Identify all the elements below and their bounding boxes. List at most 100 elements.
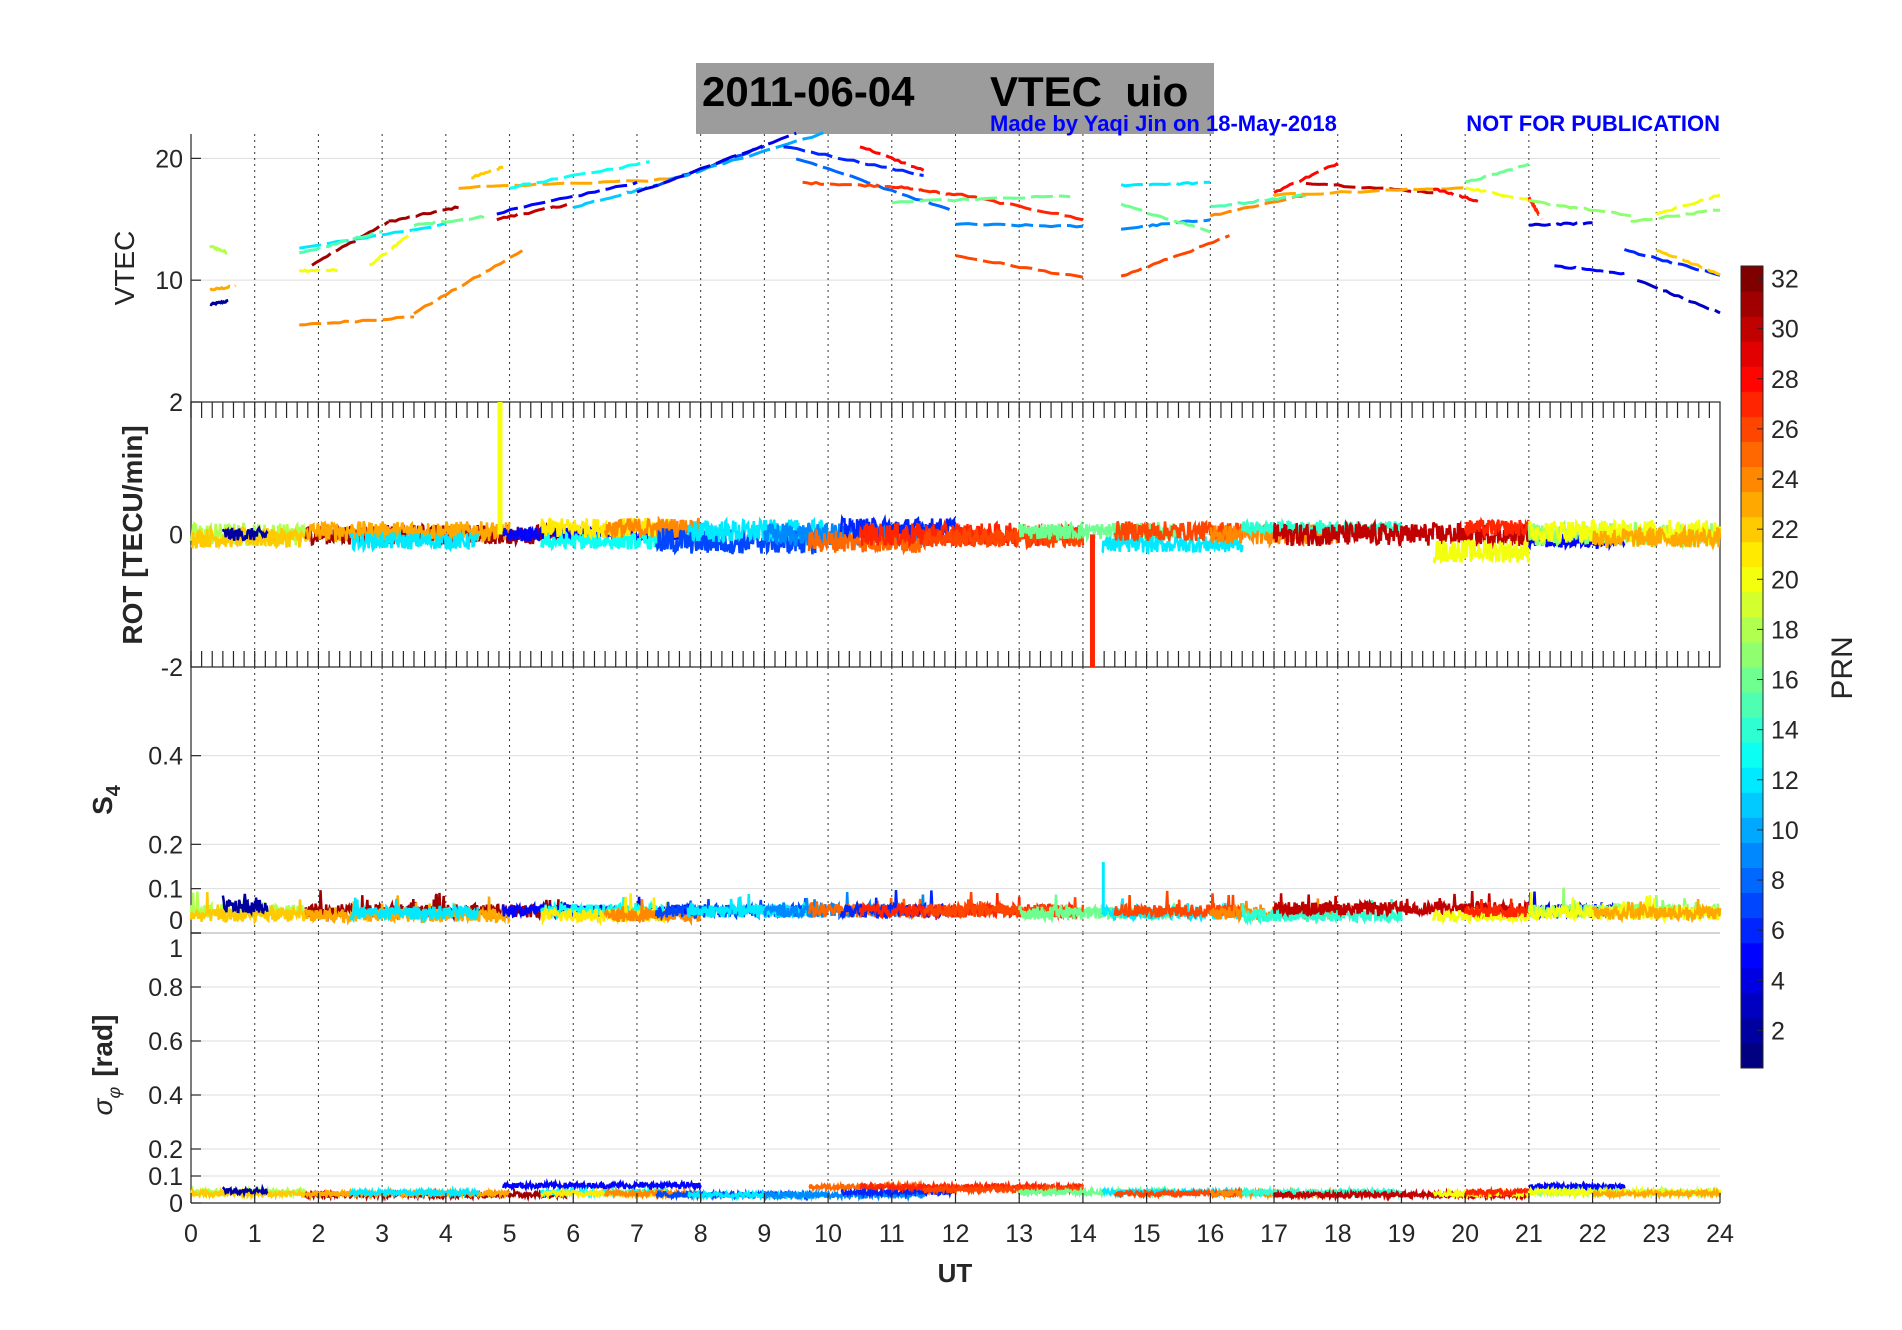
colorbar-swatch-prn-16 xyxy=(1741,667,1763,693)
vtec-line-prn-17 xyxy=(1528,198,1632,218)
colorbar-swatch-prn-4 xyxy=(1741,967,1763,994)
x-tick-label: 22 xyxy=(1579,1220,1607,1248)
vtec-line-prn-22 xyxy=(1656,249,1721,277)
sigma-line-prn-5 xyxy=(1528,1180,1626,1195)
colorbar-swatch-prn-2 xyxy=(1741,1017,1763,1044)
x-tick-label: 17 xyxy=(1260,1220,1288,1248)
x-tick-label: 20 xyxy=(1451,1220,1479,1248)
x-tick-label: 15 xyxy=(1133,1220,1161,1248)
colorbar-swatch-prn-19 xyxy=(1741,591,1763,618)
rot-line-prn-26 xyxy=(1113,519,1244,544)
colorbar-frame xyxy=(1740,265,1764,1069)
x-tick-label: 12 xyxy=(942,1220,970,1248)
y-tick-label: 20 xyxy=(155,145,183,173)
colorbar-tick-label: 4 xyxy=(1771,967,1785,995)
y-axis-label: VTEC xyxy=(109,231,140,306)
x-tick-label: 23 xyxy=(1642,1220,1670,1248)
x-tick-label: 11 xyxy=(879,1220,905,1248)
y-axis-label: ROT [TECU/min] xyxy=(117,425,148,644)
vtec-line-prn-5 xyxy=(1554,264,1625,276)
x-tick-label: 4 xyxy=(439,1220,453,1248)
colorbar-swatch-prn-13 xyxy=(1741,742,1763,768)
rot-line-prn-27 xyxy=(1463,516,1531,540)
vtec-line-prn-6 xyxy=(1623,248,1721,277)
sigma-axis-label: σφ [rad] xyxy=(87,1015,124,1116)
vtec-line-prn-28 xyxy=(1432,187,1479,203)
colorbar-swatch-prn-26 xyxy=(1741,416,1763,442)
colorbar-swatch-prn-23 xyxy=(1741,491,1763,518)
notice-text: NOT FOR PUBLICATION xyxy=(1466,111,1720,136)
y-tick-label: 0.6 xyxy=(148,1028,183,1056)
vtec-line-prn-17 xyxy=(1630,208,1721,223)
vtec-line-prn-9 xyxy=(1120,218,1211,231)
vtec-line-prn-16 xyxy=(891,194,1071,205)
colorbar-tick-label: 6 xyxy=(1771,917,1785,945)
title-box: 2011-06-04 VTEC uio xyxy=(696,63,1214,134)
vtec-line-prn-16 xyxy=(1120,202,1211,234)
colorbar-swatch-prn-24 xyxy=(1741,466,1763,493)
vtec-line-prn-26 xyxy=(1120,234,1230,278)
x-tick-label: 24 xyxy=(1706,1220,1734,1248)
colorbar-tick-label: 2 xyxy=(1771,1017,1785,1045)
vtec-line-prn-8 xyxy=(795,157,957,214)
x-tick-label: 6 xyxy=(566,1220,580,1248)
sigma-line-prn-22 xyxy=(189,1186,307,1201)
colorbar-label: PRN xyxy=(1826,636,1859,699)
colorbar-swatch-prn-22 xyxy=(1741,516,1763,543)
x-tick-label: 3 xyxy=(375,1220,389,1248)
y-tick-label: 0.1 xyxy=(148,1163,183,1191)
sigma-label-sub: φ xyxy=(104,1087,124,1099)
x-tick-label: 16 xyxy=(1196,1220,1224,1248)
x-tick-label: 19 xyxy=(1388,1220,1416,1248)
y-tick-label: 0 xyxy=(169,1190,183,1218)
vtec-line-prn-24 xyxy=(413,249,524,315)
panel-vtec: 10 20 xyxy=(155,134,1720,402)
panel-sigma: 00.10.2 0.4 0.6 0.8 1 xyxy=(148,932,1720,1218)
y-tick-label: 0.8 xyxy=(148,974,183,1002)
colorbar-swatch-prn-31 xyxy=(1741,291,1763,317)
s4-line-prn-30 xyxy=(1272,890,1531,920)
s4-line-prn-2 xyxy=(221,893,269,917)
vtec-line-prn-9 xyxy=(955,222,1084,229)
vtec-line-prn-22 xyxy=(470,165,504,180)
x-tick-label: 7 xyxy=(630,1220,644,1248)
rot-line-prn-12 xyxy=(349,528,479,554)
rot-series xyxy=(189,513,1722,565)
y-tick-label: 0.2 xyxy=(148,831,183,859)
sigma-series xyxy=(189,1177,1722,1203)
y-tick-label: 1 xyxy=(169,935,183,963)
x-tick-label: 8 xyxy=(694,1220,708,1248)
vtec-line-prn-28 xyxy=(859,145,925,172)
title-date: 2011-06-04 xyxy=(702,68,915,115)
credit-text: Made by Yaqi Jin on 18-May-2018 xyxy=(990,111,1337,136)
s4-line-prn-27 xyxy=(1463,898,1531,920)
vtec-line-prn-20 xyxy=(369,230,415,267)
sigma-line-prn-5 xyxy=(501,1177,702,1193)
rot-line-prn-30 xyxy=(1272,518,1531,550)
sigma-label-main: σ xyxy=(87,1097,118,1115)
x-tick-label: 10 xyxy=(814,1220,842,1248)
colorbar-swatch-prn-6 xyxy=(1741,917,1763,944)
s4-line-prn-23 xyxy=(1591,899,1722,924)
vtec-line-prn-5 xyxy=(496,181,638,216)
x-tick-label: 0 xyxy=(184,1220,198,1248)
x-tick-label: 18 xyxy=(1324,1220,1352,1248)
x-axis-label: UT xyxy=(938,1258,973,1288)
vtec-line-prn-15 xyxy=(1210,193,1307,208)
x-tick-label: 2 xyxy=(311,1220,325,1248)
colorbar-swatch-prn-17 xyxy=(1741,641,1763,668)
y-tick-label: 2 xyxy=(169,389,183,417)
vtec-line-prn-26 xyxy=(802,180,892,189)
vtec-line-prn-24 xyxy=(1209,193,1307,218)
y-tick-label: 10 xyxy=(155,267,183,295)
sigma-line-prn-23 xyxy=(1591,1186,1722,1201)
vtec-line-prn-4 xyxy=(636,131,797,194)
sigma-line-prn-27 xyxy=(1464,1185,1531,1200)
colorbar-tick-label: 24 xyxy=(1771,466,1799,494)
colorbar-swatch-prn-7 xyxy=(1741,892,1763,919)
vtec-line-prn-31 xyxy=(311,220,390,267)
vtec-line-prn-4 xyxy=(1528,221,1593,227)
colorbar-tick-label: 10 xyxy=(1771,817,1799,845)
vtec-line-prn-30 xyxy=(496,203,568,222)
